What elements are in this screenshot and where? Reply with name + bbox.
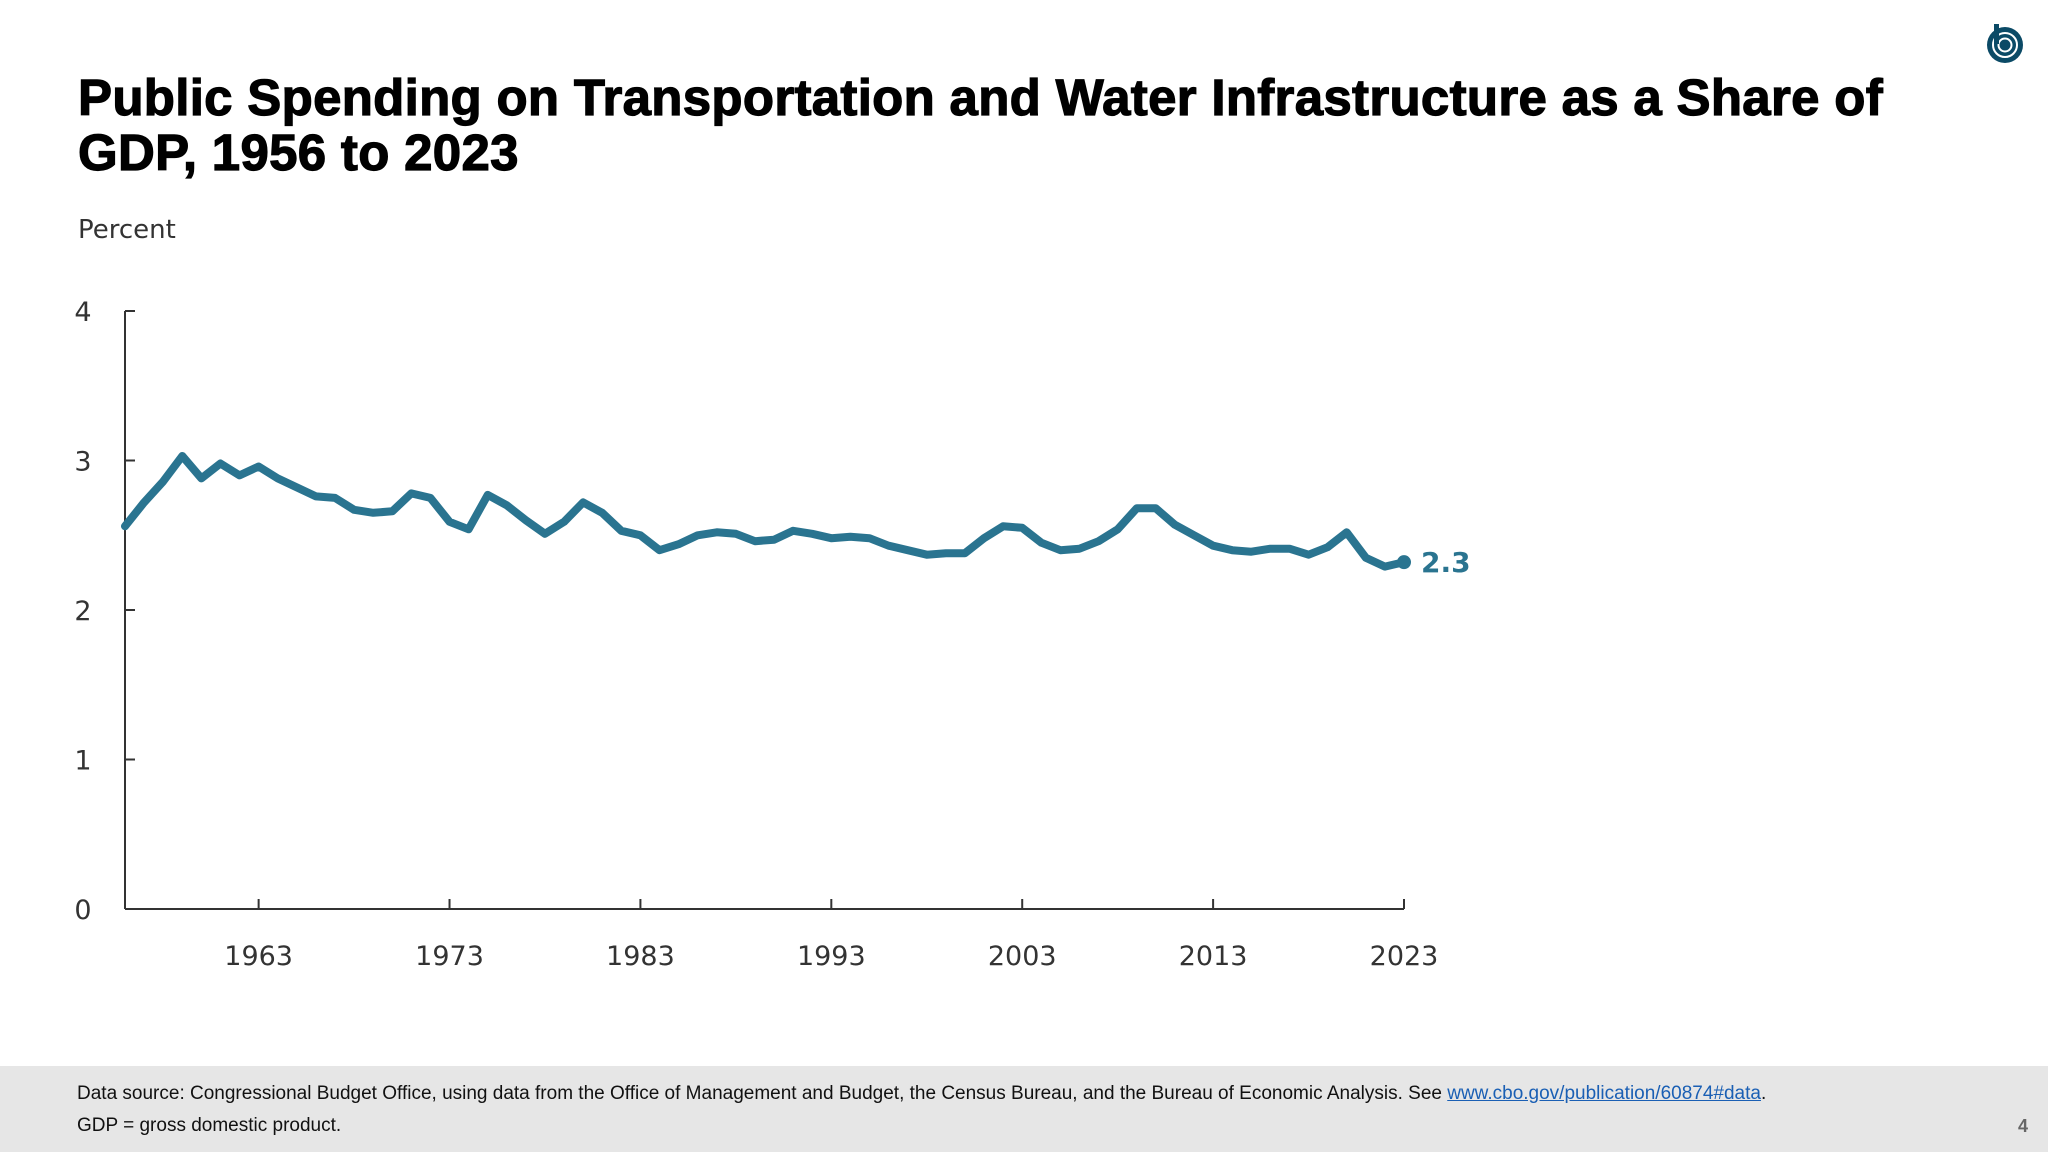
x-tick-label: 2013 xyxy=(1179,941,1248,972)
end-point-marker xyxy=(1397,555,1411,570)
data-source: Data source: Congressional Budget Office… xyxy=(77,1083,1766,1105)
x-tick-label: 2003 xyxy=(988,941,1057,972)
page-number: 4 xyxy=(2017,1116,2028,1136)
source-suffix: . xyxy=(1760,1083,1767,1104)
y-tick-label: 4 xyxy=(74,297,91,328)
line-chart: Percent 0 1 2 3 4 1963 1973 1983 1993 2003 2013 202… xyxy=(74,215,1471,972)
y-tick-label: 1 xyxy=(74,746,91,777)
x-tick-label: 1963 xyxy=(224,941,293,972)
y-tick-label: 0 xyxy=(74,895,91,926)
x-tick-label: 1993 xyxy=(797,941,866,972)
series-line xyxy=(121,452,1408,571)
footnote: GDP = gross domestic product. xyxy=(77,1115,342,1136)
x-tick-label: 1983 xyxy=(606,941,675,972)
end-value-label: 2.3 xyxy=(1421,546,1471,579)
source-link[interactable]: www.cbo.gov/publication/60874#data xyxy=(1447,1083,1761,1104)
y-tick-label: 3 xyxy=(74,447,91,478)
chart-title: Public Spending on Transportation and Wa… xyxy=(77,69,1883,181)
y-axis-label: Percent xyxy=(78,215,176,245)
x-tick-label: 2023 xyxy=(1370,941,1439,972)
y-tick-label: 2 xyxy=(74,596,91,627)
cbo-logo xyxy=(1987,24,2023,63)
x-tick-label: 1973 xyxy=(415,941,484,972)
source-text: Data source: Congressional Budget Office… xyxy=(77,1083,1448,1104)
footer: Data source: Congressional Budget Office… xyxy=(0,1066,2048,1152)
